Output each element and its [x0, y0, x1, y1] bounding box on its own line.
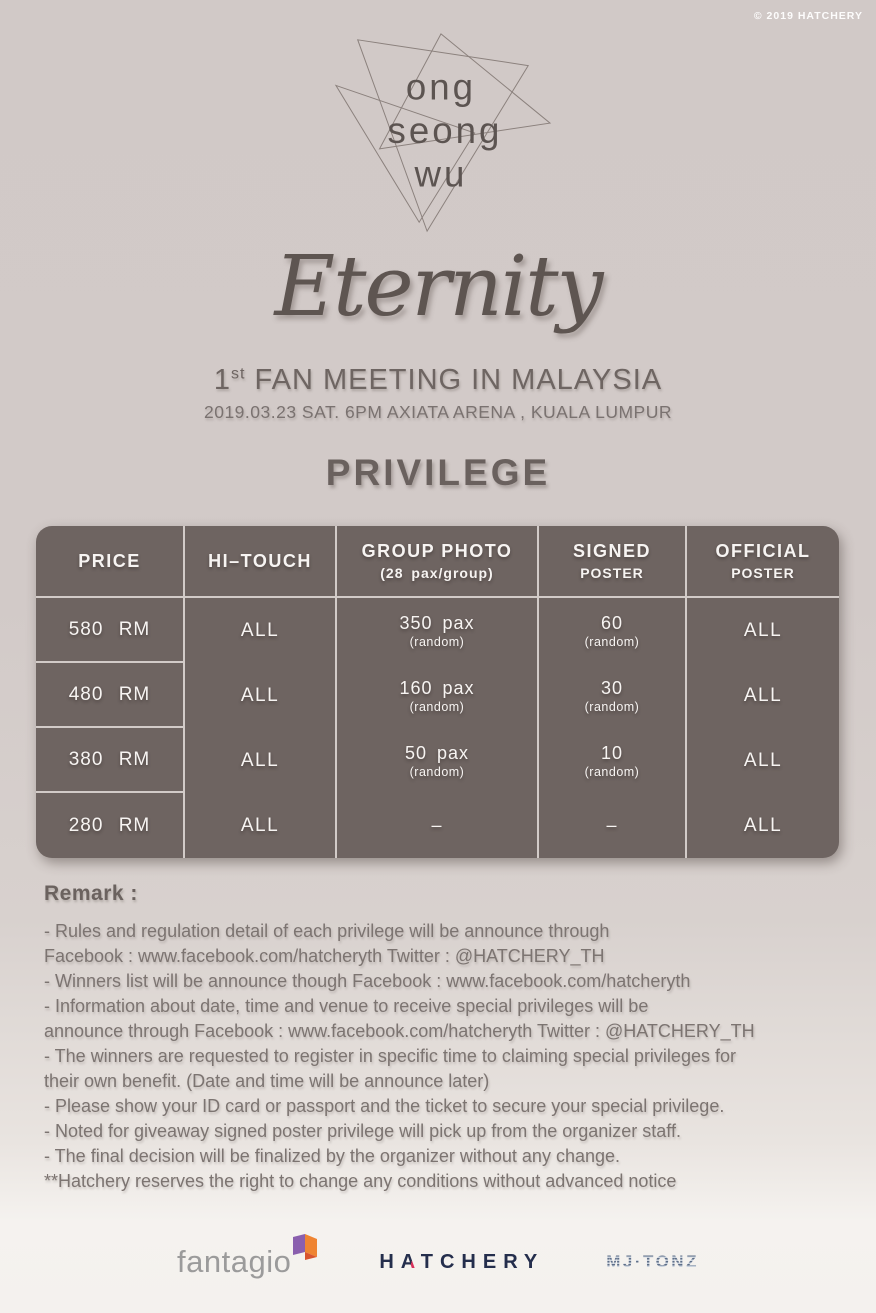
- header-signed-poster: SIGNED POSTER: [539, 526, 687, 598]
- header-price: PRICE: [36, 526, 185, 598]
- price-cell: 380 RM: [36, 728, 185, 793]
- hatchery-logo-accent-letter: A: [400, 1250, 421, 1273]
- price-cell: 280 RM: [36, 793, 185, 858]
- group-photo-cell: 50 pax (random): [337, 728, 539, 793]
- logo-text-seong: seong: [388, 110, 503, 151]
- ong-seong-wu-logo: ong seong wu: [0, 26, 876, 238]
- hatchery-logo: HATCHERY: [379, 1251, 544, 1274]
- price-cell: 580 RM: [36, 598, 185, 663]
- heading-rest: FAN MEETING IN MALAYSIA: [254, 364, 663, 396]
- fantagio-logo-text: fantagio: [177, 1244, 292, 1279]
- remark-line: Facebook : www.facebook.com/hatcheryth T…: [44, 946, 605, 966]
- remark-line: **Hatchery reserves the right to change …: [44, 1171, 677, 1191]
- fantagio-logo: fantagio: [177, 1234, 318, 1280]
- hatchery-logo-text-pre: H: [379, 1250, 401, 1273]
- heading-number: 1: [213, 364, 232, 396]
- logo-triangle-1: [356, 39, 530, 233]
- group-photo-cell: 160 pax (random): [337, 663, 539, 728]
- copyright-text: © 2019 HATCHERY: [753, 10, 863, 22]
- official-poster-cell: ALL: [743, 814, 783, 836]
- group-photo-cell: –: [337, 793, 539, 858]
- fantagio-logo-icon: [293, 1234, 318, 1260]
- table-row: 380 RM ALL 50 pax (random) 10 (random) A…: [36, 728, 839, 793]
- remark-line: - The winners are requested to register …: [44, 1046, 736, 1066]
- signed-poster-cell: 60 (random): [539, 598, 687, 663]
- remark-line: - Winners list will be announce though F…: [44, 971, 691, 991]
- table-row: 280 RM ALL – – ALL: [36, 793, 839, 858]
- privilege-section-title: PRIVILEGE: [325, 452, 551, 493]
- remark-line: - Information about date, time and venue…: [44, 996, 649, 1016]
- hi-touch-cell: ALL: [185, 598, 337, 663]
- remark-heading: Remark :: [44, 882, 138, 905]
- fan-meeting-heading: 1st FAN MEETING IN MALAYSIA: [0, 364, 876, 397]
- eternity-title: Eternity: [274, 238, 604, 335]
- hi-touch-cell: ALL: [185, 663, 337, 728]
- logo-triangle-3: [334, 84, 476, 224]
- header-hi-touch: HI–TOUCH: [185, 526, 337, 598]
- remark-line: announce through Facebook : www.facebook…: [44, 1021, 755, 1041]
- remark-section: Remark : - Rules and regulation detail o…: [44, 882, 856, 1194]
- official-poster-cell: ALL: [743, 749, 783, 771]
- sponsor-logos: fantagio HATCHERY MJ·TONZ: [0, 1232, 876, 1292]
- remark-line: - Please show your ID card or passport a…: [44, 1096, 725, 1116]
- logo-triangle-2: [378, 33, 552, 150]
- remark-line: their own benefit. (Date and time will b…: [44, 1071, 490, 1091]
- signed-poster-cell: 30 (random): [539, 663, 687, 728]
- hi-touch-cell: ALL: [185, 728, 337, 793]
- signed-poster-cell: –: [539, 793, 687, 858]
- official-poster-cell: ALL: [743, 619, 783, 641]
- table-row: 480 RM ALL 160 pax (random) 30 (random) …: [36, 663, 839, 728]
- remark-line: - Rules and regulation detail of each pr…: [44, 921, 610, 941]
- event-date-venue: 2019.03.23 SAT. 6PM AXIATA ARENA , KUALA…: [203, 402, 672, 422]
- mjtonz-logo: MJ·TONZ: [606, 1252, 699, 1271]
- remark-line: - The final decision will be finalized b…: [44, 1146, 620, 1166]
- hatchery-logo-text-post: TCHERY: [420, 1250, 545, 1273]
- signed-poster-cell: 10 (random): [539, 728, 687, 793]
- remark-line: - Noted for giveaway signed poster privi…: [44, 1121, 681, 1141]
- hi-touch-cell: ALL: [185, 793, 337, 858]
- table-header-row: PRICE HI–TOUCH GROUP PHOTO (28 pax/group…: [36, 526, 839, 598]
- triangle-logo-graphic: ong seong wu: [334, 33, 552, 233]
- price-cell: 480 RM: [36, 663, 185, 728]
- header-group-photo: GROUP PHOTO (28 pax/group): [337, 526, 539, 598]
- official-poster-cell: ALL: [743, 684, 783, 706]
- header-official-poster: OFFICIAL POSTER: [687, 526, 839, 598]
- logo-text-ong: ong: [406, 66, 476, 107]
- table-row: 580 RM ALL 350 pax (random) 60 (random) …: [36, 598, 839, 663]
- privilege-table: PRICE HI–TOUCH GROUP PHOTO (28 pax/group…: [36, 526, 839, 858]
- group-photo-cell: 350 pax (random): [337, 598, 539, 663]
- heading-ordinal: st: [231, 365, 246, 383]
- logo-text-wu: wu: [414, 154, 468, 195]
